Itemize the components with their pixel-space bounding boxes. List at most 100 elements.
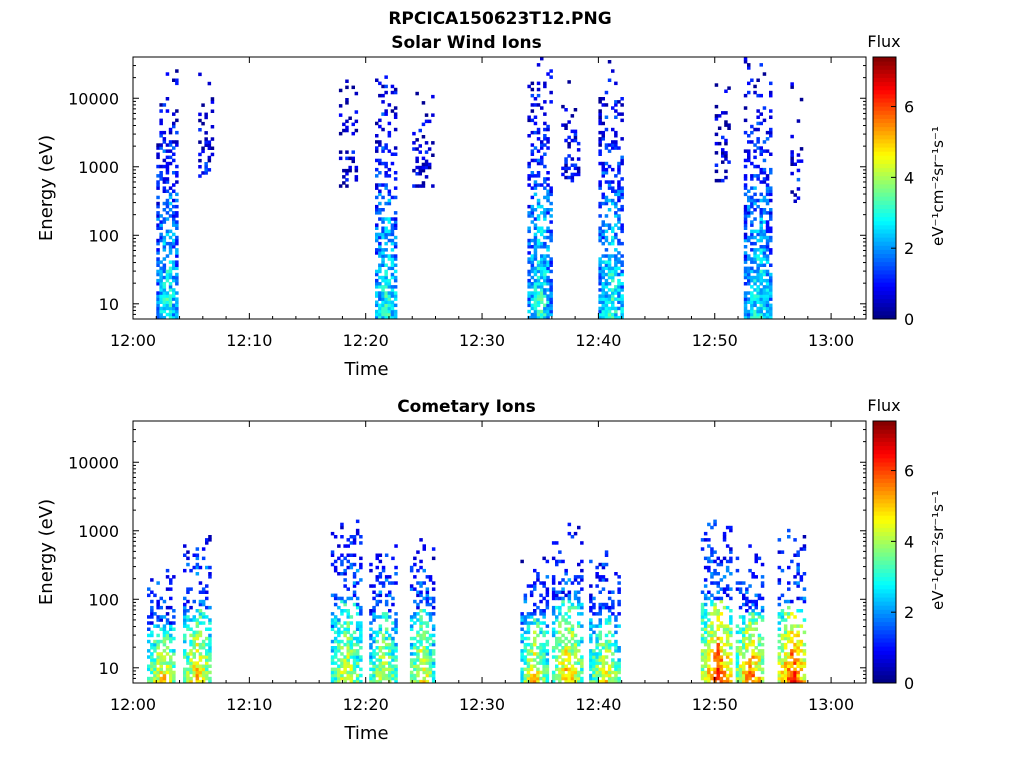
data-cell bbox=[604, 291, 609, 295]
data-cell bbox=[607, 676, 612, 681]
colorbar-step bbox=[873, 511, 896, 516]
data-cell bbox=[745, 670, 749, 675]
data-cell bbox=[201, 676, 206, 681]
data-cell bbox=[735, 624, 740, 628]
data-cell bbox=[545, 605, 550, 610]
data-cell bbox=[564, 568, 568, 573]
data-cell bbox=[422, 661, 426, 665]
data-cell bbox=[337, 676, 341, 681]
data-cell bbox=[542, 630, 546, 635]
data-cell bbox=[162, 103, 167, 107]
data-cell bbox=[195, 673, 200, 678]
data-cell bbox=[735, 673, 740, 678]
x-tick-label: 12:10 bbox=[226, 331, 272, 350]
data-cell bbox=[388, 676, 392, 681]
data-cell bbox=[558, 609, 562, 613]
data-cell bbox=[549, 235, 553, 240]
data-cell bbox=[614, 315, 618, 320]
data-cell bbox=[543, 269, 547, 274]
data-cell bbox=[607, 309, 612, 314]
data-cell bbox=[208, 658, 212, 662]
data-cell bbox=[753, 309, 757, 314]
data-cell bbox=[343, 602, 347, 607]
data-cell bbox=[330, 679, 335, 684]
data-cell bbox=[346, 624, 350, 628]
data-cell bbox=[175, 143, 179, 147]
data-cell bbox=[424, 141, 429, 145]
data-cell bbox=[205, 652, 209, 656]
data-cell bbox=[721, 151, 725, 155]
data-cell bbox=[546, 266, 550, 271]
data-cell bbox=[604, 285, 609, 289]
data-cell bbox=[756, 254, 760, 258]
data-cell bbox=[355, 679, 360, 684]
data-cell bbox=[542, 612, 546, 616]
data-cell bbox=[703, 565, 708, 570]
data-cell bbox=[375, 646, 379, 650]
data-cell bbox=[598, 235, 602, 240]
data-cell bbox=[359, 556, 363, 561]
data-cell bbox=[533, 294, 538, 298]
data-cell bbox=[769, 278, 773, 283]
data-cell bbox=[375, 309, 379, 314]
data-cell bbox=[416, 639, 420, 644]
data-cell bbox=[769, 214, 773, 218]
data-cell bbox=[756, 127, 760, 132]
data-cell bbox=[340, 553, 344, 557]
burst-9 bbox=[700, 519, 733, 684]
data-cell bbox=[387, 217, 392, 221]
data-cell bbox=[753, 278, 757, 283]
colorbar-step bbox=[873, 654, 896, 659]
data-cell bbox=[156, 658, 160, 662]
data-cell bbox=[561, 104, 565, 109]
data-cell bbox=[561, 172, 565, 177]
data-cell bbox=[765, 294, 770, 298]
data-cell bbox=[348, 165, 352, 170]
data-cell bbox=[520, 655, 524, 659]
data-cell bbox=[527, 204, 531, 209]
data-cell bbox=[388, 679, 392, 684]
data-cell bbox=[388, 609, 392, 613]
data-cell bbox=[589, 599, 593, 604]
data-cell bbox=[425, 661, 430, 665]
data-cell bbox=[759, 245, 763, 249]
data-cell bbox=[710, 550, 714, 554]
data-cell bbox=[378, 208, 382, 212]
data-cell bbox=[756, 232, 760, 237]
data-cell bbox=[598, 137, 602, 141]
data-cell bbox=[769, 235, 773, 240]
data-cell bbox=[754, 559, 758, 564]
colorbar-step bbox=[873, 678, 896, 684]
data-cell bbox=[595, 572, 599, 576]
data-cell bbox=[340, 596, 344, 601]
data-cell bbox=[375, 303, 379, 308]
data-cell bbox=[355, 528, 360, 533]
data-cell bbox=[777, 621, 782, 625]
data-cell bbox=[756, 177, 760, 181]
data-cell bbox=[713, 670, 717, 675]
data-cell bbox=[375, 235, 379, 240]
data-cell bbox=[156, 646, 160, 650]
data-cell bbox=[777, 550, 782, 554]
data-cell bbox=[620, 263, 624, 267]
data-cell bbox=[551, 575, 556, 579]
data-cell bbox=[333, 661, 338, 665]
data-cell bbox=[743, 297, 748, 301]
data-cell bbox=[551, 670, 556, 675]
data-cell bbox=[378, 232, 382, 237]
data-cell bbox=[617, 291, 621, 295]
data-cell bbox=[564, 160, 568, 164]
data-cell bbox=[345, 98, 349, 102]
data-cell bbox=[700, 633, 705, 638]
data-cell bbox=[793, 670, 797, 675]
data-cell bbox=[422, 596, 426, 601]
data-cell bbox=[343, 544, 347, 548]
data-cell bbox=[359, 630, 363, 635]
data-cell bbox=[159, 639, 163, 644]
data-cell bbox=[787, 605, 791, 610]
data-cell bbox=[165, 97, 170, 101]
data-cell bbox=[570, 627, 575, 631]
data-cell bbox=[330, 531, 335, 536]
data-cell bbox=[172, 312, 176, 317]
